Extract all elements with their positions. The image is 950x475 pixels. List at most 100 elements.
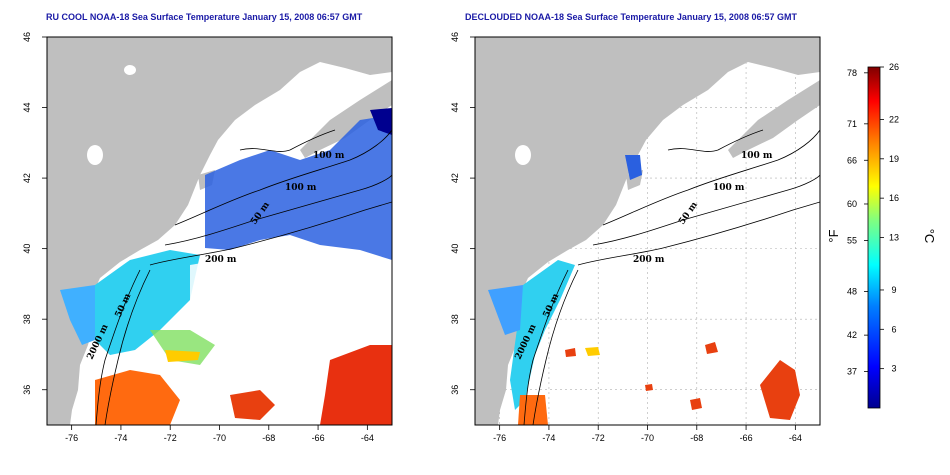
y-tick-label: 44 [22,103,32,113]
sst-field-blue-coast [488,285,523,335]
sst-field-cyan [510,260,575,410]
y-tick-label: 38 [450,314,460,324]
celsius-tick-label: 3 [891,364,896,374]
sst-field-red-blob [230,390,275,420]
x-tick-label: -64 [789,433,802,443]
x-tick-label: -66 [740,433,753,443]
colorbar-gradient [867,66,881,409]
sst-field-cyan [95,250,200,355]
x-tick-label: -72 [164,433,177,443]
x-tick-label: -70 [641,433,654,443]
contour-label: 100 m [713,183,745,193]
celsius-tick-label: 22 [889,114,899,124]
sst-field-red-blob [690,398,702,410]
celsius-tick-label: 9 [891,285,896,295]
isobath-contour [602,129,820,226]
celsius-tick-label: 6 [891,324,896,334]
sst-field-red [760,360,800,420]
y-tick-label: 36 [22,385,32,395]
celsius-tick-label: 26 [889,62,899,72]
y-tick-label: 44 [450,103,460,113]
celsius-tick-label: 19 [889,154,899,164]
y-tick-label: 42 [450,173,460,183]
land-mass [475,37,820,425]
celsius-tick-label: 16 [889,193,899,203]
y-tick-label: 46 [450,32,460,42]
celsius-tick-label: 13 [889,233,899,243]
land-mass [47,37,392,425]
x-tick-label: -68 [690,433,703,443]
isobath-contour [532,269,579,425]
sst-field-yellow [585,347,600,356]
sst-field-white-cloud [190,255,392,365]
sst-field-blue [205,115,392,260]
fahrenheit-tick-label: 60 [847,199,857,209]
sst-field-orange [518,395,548,425]
x-tick-label: -74 [542,433,555,443]
contour-label: 100 m [313,151,345,161]
fahrenheit-tick-label: 48 [847,286,857,296]
sst-field-cyan-edge [60,285,95,345]
y-tick-label: 38 [22,314,32,324]
x-tick-label: -76 [65,433,78,443]
left-map-panel: 100 m 100 m 50 m 200 m 50 m 2000 m -76 -7… [22,32,393,443]
sst-field-orange [95,370,180,425]
inland-lake [515,145,531,165]
contour-label: 200 m [205,255,237,265]
y-tick-label: 40 [22,244,32,254]
x-tick-label: -64 [361,433,374,443]
sst-field-red [320,345,392,425]
isobath-contour [149,201,392,266]
y-tick-label: 40 [450,244,460,254]
sst-field-red-blob [705,342,718,354]
fahrenheit-tick-label: 37 [847,367,857,377]
x-tick-label: -76 [493,433,506,443]
isobath-contour [592,174,820,246]
isobath-contour [95,269,141,425]
isobath-contour [174,129,392,226]
fahrenheit-axis-label: °F [826,229,841,242]
right-panel-title: DECLOUDED NOAA-18 Sea Surface Temperatur… [465,12,797,22]
x-tick-label: -68 [262,433,275,443]
y-tick-label: 36 [450,385,460,395]
celsius-axis-label: °C [922,229,937,244]
fahrenheit-tick-label: 71 [847,119,857,129]
inland-lake [87,145,103,165]
fahrenheit-tick-label: 78 [847,68,857,78]
inland-lake [124,65,136,75]
fahrenheit-tick-label: 42 [847,330,857,340]
sst-field-blue [625,155,642,180]
sst-field-darkblue [370,108,392,135]
y-tick-label: 46 [22,32,32,42]
isobath-contour [667,129,764,152]
colorbar-fahrenheit-ticks: 78 71 66 60 55 48 42 37 [847,68,868,377]
fahrenheit-tick-label: 66 [847,155,857,165]
sst-field-yellow [165,350,200,362]
isobath-contour [239,129,336,152]
right-y-axis: 36 38 40 42 44 46 [450,32,475,395]
contour-label: 100 m [285,183,317,193]
land-nova-scotia [728,80,820,158]
land-nova-scotia [300,80,392,158]
y-tick-label: 42 [22,173,32,183]
isobath-contour [577,201,820,266]
sst-field-red-blob [645,384,653,391]
isobath-contour [104,269,151,425]
contour-label: 100 m [741,151,773,161]
left-x-axis: -76 -74 -72 -70 -68 -66 -64 [65,425,374,443]
right-x-axis: -76 -74 -72 -70 -68 -66 -64 [493,425,802,443]
right-map-panel: 100 m 100 m 50 m 200 m 50 m 2000 m -76 -7… [450,32,821,443]
x-tick-label: -70 [213,433,226,443]
x-tick-label: -74 [114,433,127,443]
left-panel-title: RU COOL NOAA-18 Sea Surface Temperature … [46,12,363,22]
fahrenheit-tick-label: 55 [847,235,857,245]
colorbar-celsius-ticks: 26 22 19 16 13 9 6 3 [880,62,899,374]
sst-field-red-blob [565,348,576,357]
x-tick-label: -66 [312,433,325,443]
isobath-contour [523,269,569,425]
isobath-contour [164,174,392,246]
contour-label: 200 m [633,255,665,265]
temperature-colorbar: 78 71 66 60 55 48 42 37 26 22 19 16 13 9 6 3 °F °C [826,62,937,409]
left-y-axis: 36 38 40 42 44 46 [22,32,47,395]
x-tick-label: -72 [592,433,605,443]
